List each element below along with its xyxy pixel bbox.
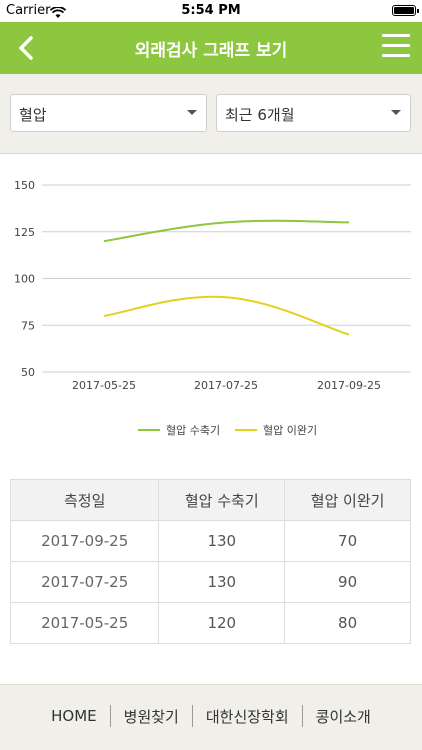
dropdown-arrow-icon <box>391 110 401 115</box>
x-tick-label: 2017-05-25 <box>72 379 136 392</box>
dropdown-arrow-icon <box>187 110 197 115</box>
footer-link-home[interactable]: HOME <box>51 707 97 725</box>
page-title: 외래검사 그래프 보기 <box>134 41 288 61</box>
test-type-value: 혈압 <box>19 106 47 124</box>
series-line-diastolic <box>103 295 350 336</box>
carrier-label: Carrier <box>6 3 51 18</box>
footer-link-mascot-intro[interactable]: 콩이소개 <box>315 707 371 726</box>
test-type-select[interactable]: 혈압 <box>10 94 207 132</box>
y-tick-label: 75 <box>21 319 35 332</box>
y-tick-label: 125 <box>14 226 35 239</box>
menu-button[interactable] <box>382 34 410 60</box>
filter-bar: 혈압 최근 6개월 <box>0 74 422 154</box>
cell-diastolic: 80 <box>284 602 411 644</box>
status-bar: Carrier 5:54 PM <box>0 0 422 22</box>
period-select[interactable]: 최근 6개월 <box>216 94 411 132</box>
clock: 5:54 PM <box>181 3 241 18</box>
x-tick-label: 2017-07-25 <box>194 379 258 392</box>
hamburger-icon <box>382 34 410 37</box>
table-row: 2017-05-25 120 80 <box>9 602 411 644</box>
y-tick-label: 150 <box>14 179 35 192</box>
period-value: 최근 6개월 <box>225 106 295 124</box>
cell-diastolic: 90 <box>284 561 411 603</box>
measurement-table: 측정일 혈압 수축기 혈압 이완기 2017-09-25 130 70 2017… <box>9 479 411 644</box>
footer-links: HOME 병원찾기 대한신장학회 콩이소개 <box>0 705 422 727</box>
footer-link-hospital-search[interactable]: 병원찾기 <box>123 707 179 726</box>
column-header-date: 측정일 <box>9 479 160 521</box>
divider <box>191 705 193 727</box>
line-chart: 50 75 100 125 150 2017-05-25 2017-07-25 2017-09… <box>0 155 422 455</box>
chevron-left-icon <box>19 36 33 60</box>
column-header-systolic: 혈압 수축기 <box>158 479 286 521</box>
footer: HOME 병원찾기 대한신장학회 콩이소개 <box>0 684 422 750</box>
chart-canvas: 50 75 100 125 150 2017-05-25 2017-07-25 2017-09… <box>14 179 411 437</box>
series-line-systolic <box>103 219 350 243</box>
battery-icon <box>392 5 419 16</box>
column-header-diastolic: 혈압 이완기 <box>284 479 411 521</box>
wifi-icon <box>49 4 67 23</box>
legend-label-diastolic: 혈압 이완기 <box>263 423 317 437</box>
legend-label-systolic: 혈압 수축기 <box>166 423 220 437</box>
divider <box>301 705 303 727</box>
cell-systolic: 130 <box>158 561 286 603</box>
footer-link-nephrology-society[interactable]: 대한신장학회 <box>205 707 289 726</box>
table-row: 2017-09-25 130 70 <box>9 520 411 562</box>
cell-date: 2017-07-25 <box>9 561 160 603</box>
nav-bar: 외래검사 그래프 보기 <box>0 22 422 74</box>
cell-date: 2017-09-25 <box>9 520 160 562</box>
table-row: 2017-07-25 130 90 <box>9 561 411 603</box>
cell-systolic: 120 <box>158 602 286 644</box>
x-tick-label: 2017-09-25 <box>317 379 381 392</box>
cell-date: 2017-05-25 <box>9 602 160 644</box>
cell-diastolic: 70 <box>284 520 411 562</box>
divider <box>109 705 111 727</box>
y-tick-label: 100 <box>14 273 35 286</box>
y-tick-label: 50 <box>21 366 35 379</box>
back-button[interactable] <box>10 30 46 66</box>
cell-systolic: 130 <box>158 520 286 562</box>
table-header-row: 측정일 혈압 수축기 혈압 이완기 <box>9 479 411 521</box>
